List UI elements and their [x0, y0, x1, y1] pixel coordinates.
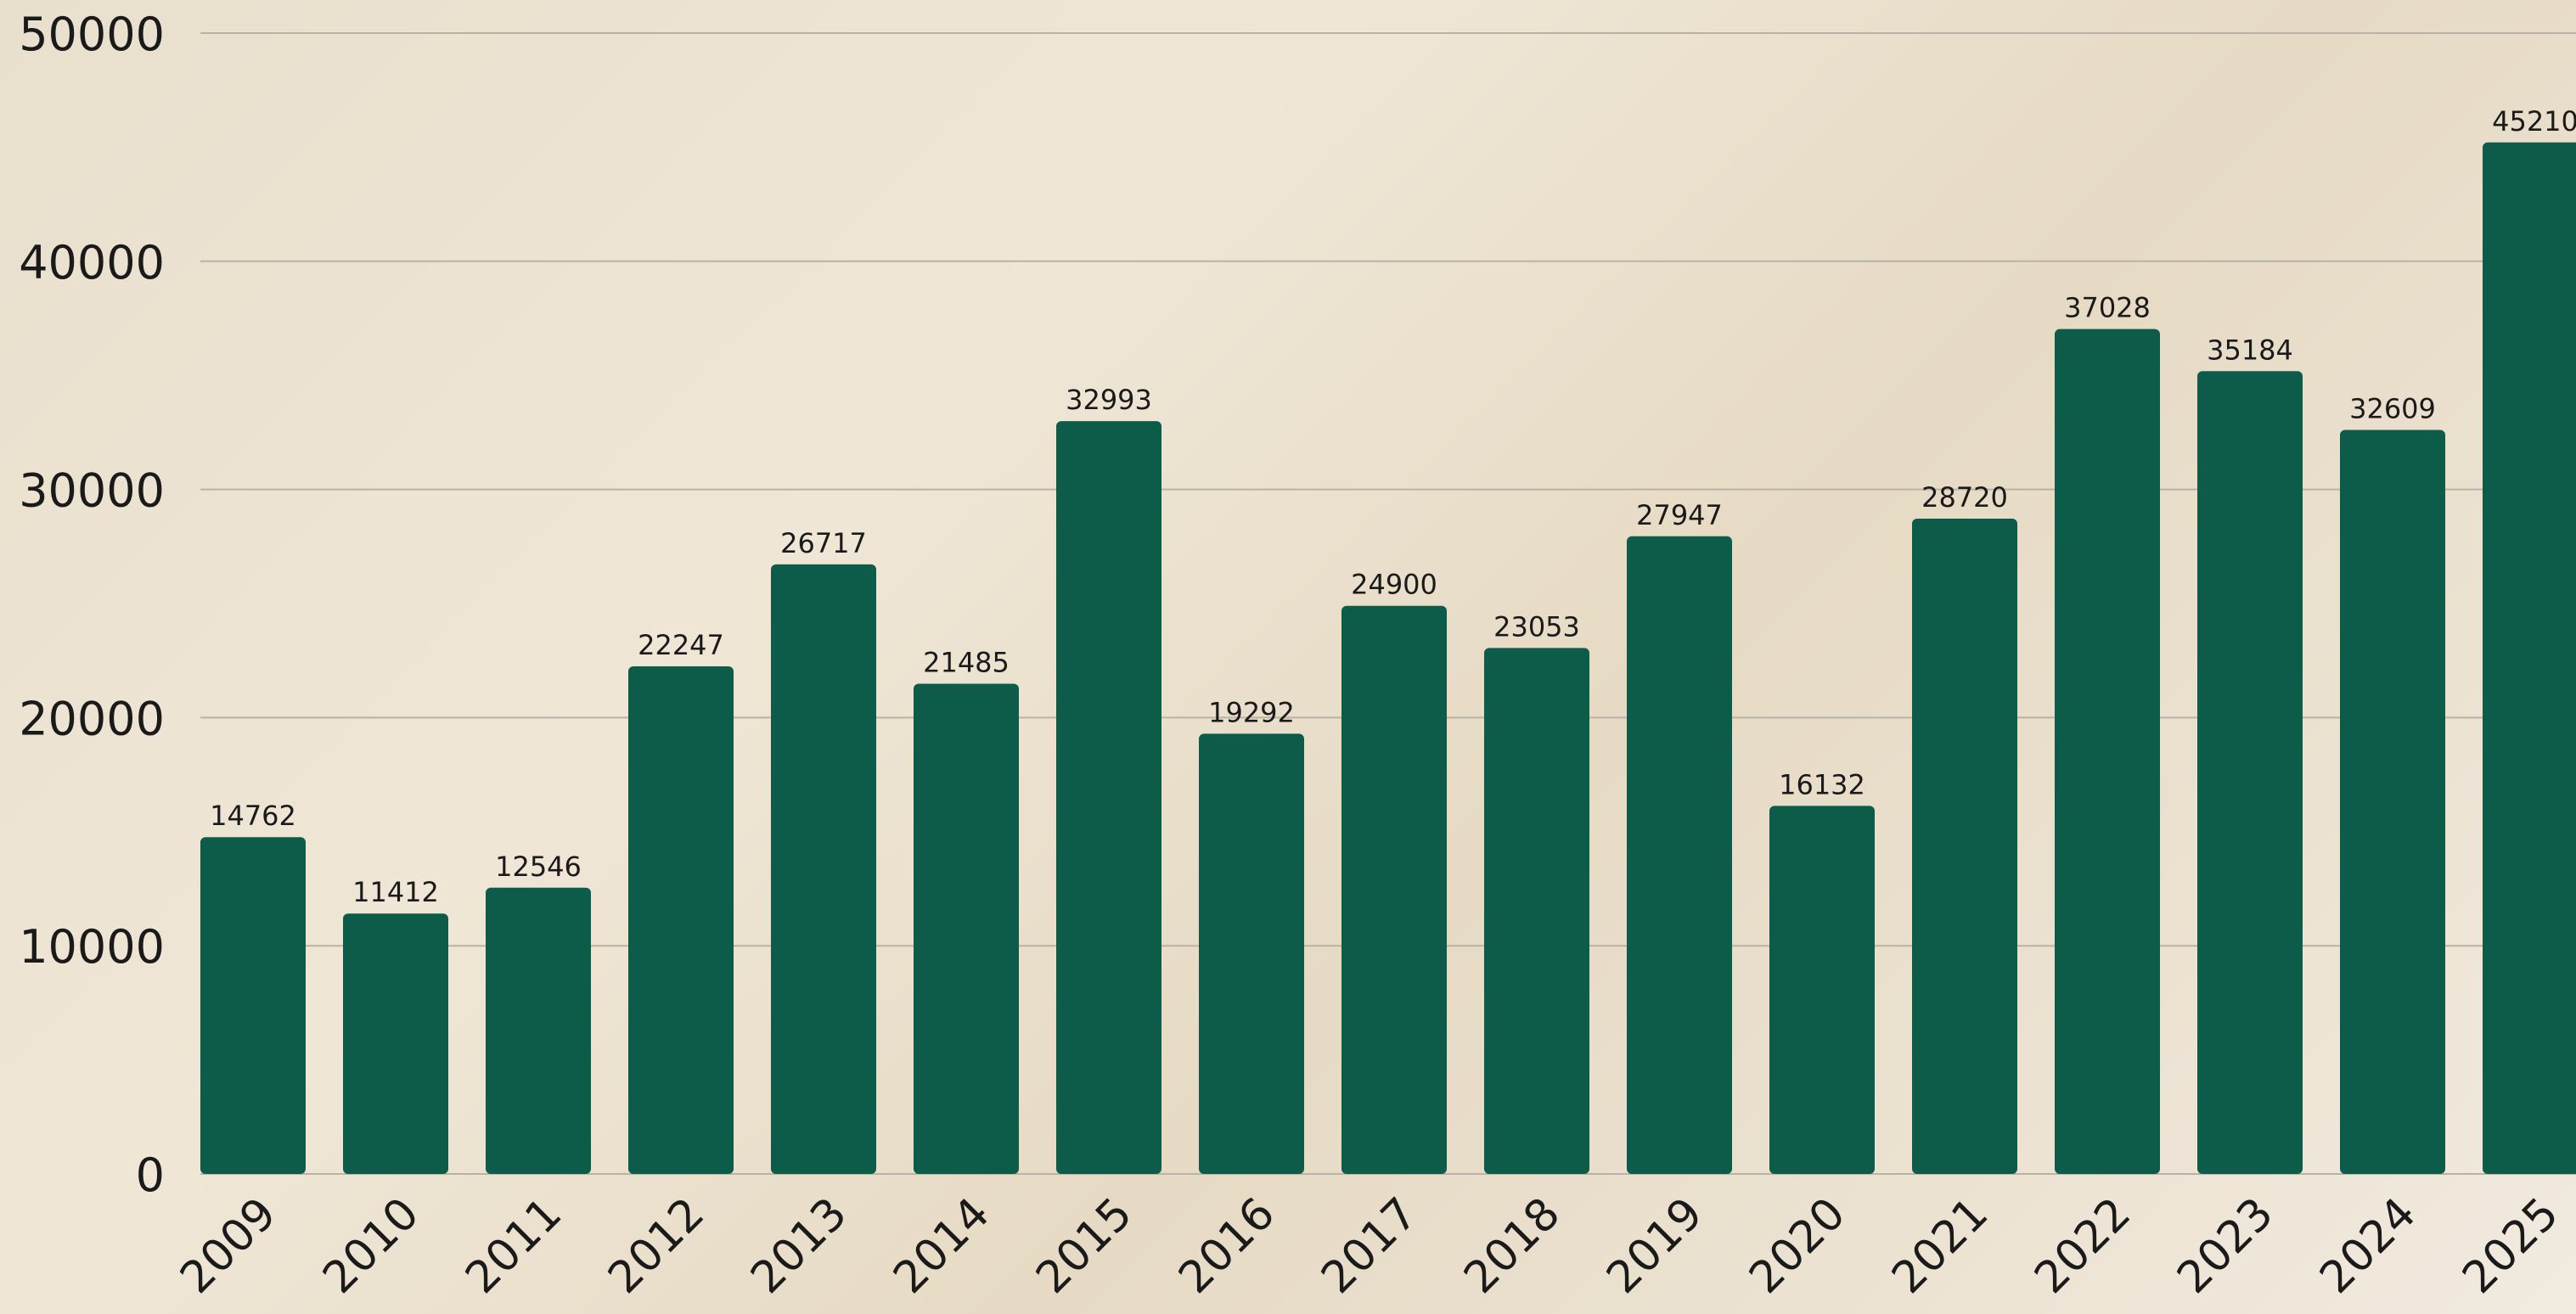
x-tick-label: 2010 — [313, 1188, 429, 1304]
x-tick-label: 2025 — [2453, 1188, 2568, 1304]
x-tick-label: 2018 — [1454, 1188, 1570, 1304]
value-label: 28720 — [1921, 481, 2008, 514]
bar — [343, 913, 448, 1174]
x-tick-label: 2012 — [599, 1188, 714, 1304]
bar — [1341, 606, 1447, 1174]
x-tick-label: 2020 — [1740, 1188, 1855, 1304]
x-tick-label: 2013 — [741, 1188, 857, 1304]
value-label: 23053 — [1493, 610, 1580, 643]
value-label: 32993 — [1066, 384, 1152, 416]
x-tick-label: 2024 — [2310, 1188, 2426, 1304]
chart: 0 10000 20000 30000 40000 50000 14762 2009 11412… — [0, 0, 2576, 1314]
page: 0 10000 20000 30000 40000 50000 14762 2009 11412… — [0, 0, 2576, 1314]
x-tick-label: 2016 — [1169, 1188, 1285, 1304]
y-tick-label: 20000 — [19, 692, 165, 745]
bar — [486, 888, 591, 1174]
bar — [2197, 371, 2303, 1174]
bar — [771, 564, 876, 1174]
x-tick-label: 2011 — [456, 1188, 571, 1304]
bar — [1769, 806, 1875, 1174]
bar — [914, 683, 1019, 1174]
x-tick-label: 2015 — [1026, 1188, 1142, 1304]
bar — [628, 666, 734, 1174]
y-tick-label: 30000 — [19, 464, 165, 518]
value-label: 35184 — [2207, 334, 2293, 366]
value-label: 45210 — [2492, 105, 2576, 138]
x-tick-label: 2022 — [2025, 1188, 2140, 1304]
value-label: 26717 — [780, 527, 867, 559]
y-tick-label: 10000 — [19, 920, 165, 974]
x-tick-label: 2023 — [2168, 1188, 2283, 1304]
value-label: 22247 — [638, 629, 724, 661]
value-label: 37028 — [2064, 292, 2151, 324]
y-tick-label: 50000 — [19, 8, 165, 61]
x-tick-label: 2017 — [1312, 1188, 1427, 1304]
bar — [1627, 536, 1732, 1174]
x-tick-label: 2014 — [884, 1188, 999, 1304]
x-tick-label: 2009 — [171, 1188, 286, 1304]
value-label: 27947 — [1636, 499, 1723, 531]
value-label: 16132 — [1779, 768, 1865, 800]
bar — [1056, 421, 1161, 1174]
x-tick-label: 2019 — [1597, 1188, 1713, 1304]
bar — [2340, 430, 2445, 1174]
value-label: 21485 — [923, 646, 1010, 678]
bar — [1484, 648, 1589, 1174]
value-label: 19292 — [1208, 696, 1295, 728]
value-label: 14762 — [210, 800, 296, 832]
bar — [1912, 519, 2017, 1174]
bar — [2483, 143, 2576, 1174]
y-tick-label: 0 — [136, 1148, 165, 1202]
value-label: 32609 — [2349, 392, 2436, 424]
y-tick-label: 40000 — [19, 236, 165, 289]
bar — [200, 837, 306, 1174]
value-label: 24900 — [1351, 569, 1437, 601]
value-label: 11412 — [352, 876, 439, 908]
bar — [1199, 733, 1304, 1174]
bar — [2055, 329, 2160, 1174]
value-label: 12546 — [495, 851, 582, 883]
x-tick-label: 2021 — [1882, 1188, 1998, 1304]
